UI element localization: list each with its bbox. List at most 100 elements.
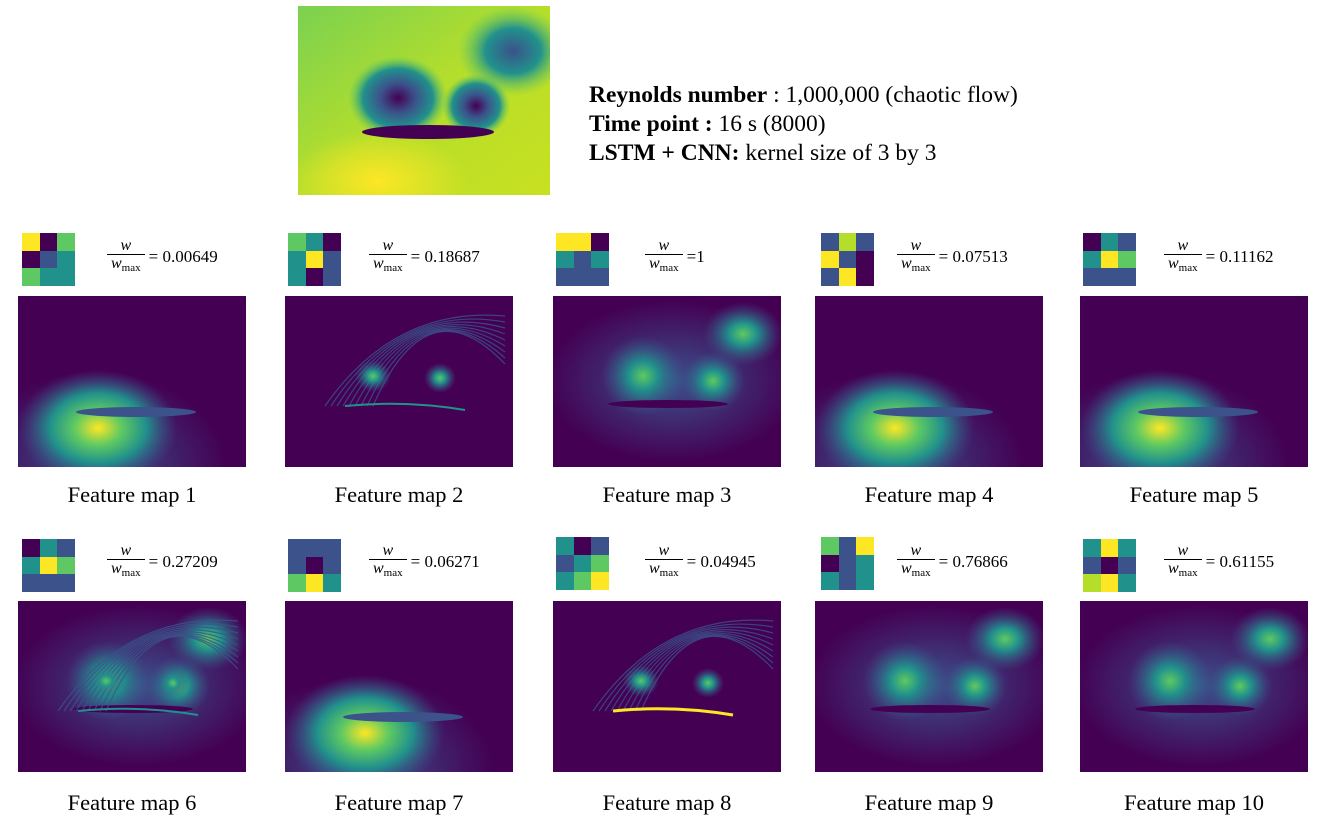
kernel-cell: [323, 268, 341, 286]
feature-map-caption-7: Feature map 7: [334, 790, 464, 815]
weight-ratio-1: w wmax = 0.00649: [107, 232, 218, 282]
fraction-denominator: wmax: [107, 254, 145, 277]
denominator-base: w: [1168, 255, 1179, 272]
denominator-base: w: [111, 255, 122, 272]
feature-map-caption-4: Feature map 4: [864, 482, 994, 507]
kernel-weights-3: [556, 233, 609, 286]
weight-ratio-8: w wmax = 0.04945: [645, 537, 756, 587]
feature-map-image-5: [1080, 296, 1308, 467]
kernel-cell: [856, 572, 874, 590]
kernel-cell: [556, 554, 574, 573]
denominator-subscript: max: [383, 567, 403, 579]
kernel-cell: [39, 233, 58, 251]
kernel-weights-7: [288, 539, 341, 592]
kernel-cell: [288, 574, 306, 592]
kernel-cell: [1083, 556, 1101, 575]
fraction-denominator: wmax: [107, 559, 145, 582]
time-value: 16 s (8000): [712, 111, 826, 137]
kernel-cell: [22, 556, 40, 575]
kernel-cell: [856, 268, 874, 286]
fraction-numerator: w: [658, 542, 670, 559]
feature-map-image-3: [553, 296, 781, 467]
ratio-value: = 0.06271: [410, 552, 480, 571]
kernel-cell: [1118, 268, 1136, 286]
kernel-cell: [288, 233, 306, 251]
model-line: LSTM + CNN: kernel size of 3 by 3: [589, 139, 1018, 168]
kernel-cell: [305, 574, 324, 592]
kernel-cell: [1083, 539, 1101, 557]
ratio-value: =1: [686, 247, 705, 266]
weight-ratio-9: w wmax = 0.76866: [897, 537, 1008, 587]
weight-fraction: w wmax: [107, 542, 145, 582]
kernel-cell: [821, 268, 839, 286]
kernel-cell: [1100, 574, 1119, 592]
kernel-cell: [556, 268, 574, 286]
kernel-cell: [305, 556, 324, 575]
feature-map-caption-3: Feature map 3: [602, 482, 732, 507]
kernel-cell: [57, 539, 75, 557]
feature-map-caption-1: Feature map 1: [67, 482, 197, 507]
ratio-value: = 0.18687: [410, 247, 480, 266]
denominator-base: w: [373, 255, 384, 272]
kernel-cell: [305, 539, 324, 557]
kernel-cell: [323, 574, 341, 592]
reynolds-value: : 1,000,000 (chaotic flow): [767, 82, 1018, 108]
denominator-base: w: [111, 560, 122, 577]
denominator-base: w: [901, 255, 912, 272]
fraction-numerator: w: [658, 237, 670, 254]
feature-map-caption-6: Feature map 6: [67, 790, 197, 815]
ratio-value: = 0.07513: [938, 247, 1008, 266]
kernel-cell: [22, 539, 40, 557]
kernel-cell: [856, 537, 874, 555]
ratio-value: = 0.27209: [148, 552, 218, 571]
kernel-cell: [1100, 539, 1119, 557]
kernel-cell: [288, 250, 306, 269]
weight-ratio-5: w wmax = 0.11162: [1164, 232, 1273, 282]
ratio-value: = 0.61155: [1205, 552, 1275, 571]
weight-fraction: w wmax: [369, 237, 407, 277]
weight-fraction: w wmax: [1164, 237, 1202, 277]
feature-map-image-4: [815, 296, 1043, 467]
kernel-cell: [1118, 556, 1136, 575]
kernel-cell: [57, 268, 75, 286]
kernel-cell: [573, 537, 592, 555]
denominator-base: w: [901, 560, 912, 577]
kernel-cell: [821, 537, 839, 555]
kernel-cell: [556, 537, 574, 555]
ratio-value: = 0.76866: [938, 552, 1008, 571]
time-label: Time point :: [589, 111, 713, 137]
kernel-cell: [591, 572, 609, 590]
weight-ratio-4: w wmax = 0.07513: [897, 232, 1008, 282]
kernel-cell: [1118, 250, 1136, 269]
kernel-cell: [821, 572, 839, 590]
feature-map-caption-8: Feature map 8: [602, 790, 732, 815]
kernel-cell: [39, 250, 58, 269]
kernel-cell: [573, 554, 592, 573]
feature-map-image-2: [285, 296, 513, 467]
kernel-cell: [39, 556, 58, 575]
reynolds-number-line: Reynolds number : 1,000,000 (chaotic flo…: [589, 81, 1018, 110]
weight-fraction: w wmax: [897, 237, 935, 277]
kernel-cell: [591, 554, 609, 573]
denominator-subscript: max: [121, 567, 141, 579]
kernel-cell: [838, 554, 857, 573]
kernel-cell: [288, 539, 306, 557]
denominator-subscript: max: [911, 567, 931, 579]
kernel-cell: [856, 250, 874, 269]
denominator-subscript: max: [383, 262, 403, 274]
kernel-cell: [57, 250, 75, 269]
reynolds-label: Reynolds number: [589, 82, 768, 108]
kernel-cell: [305, 250, 324, 269]
fraction-denominator: wmax: [897, 254, 935, 277]
kernel-weights-5: [1083, 233, 1136, 286]
feature-map-caption-2: Feature map 2: [334, 482, 464, 507]
kernel-cell: [22, 250, 40, 269]
kernel-cell: [1100, 268, 1119, 286]
weight-ratio-10: w wmax = 0.61155: [1164, 537, 1274, 587]
kernel-cell: [556, 572, 574, 590]
kernel-cell: [39, 574, 58, 592]
kernel-cell: [1118, 233, 1136, 251]
kernel-weights-2: [288, 233, 341, 286]
kernel-cell: [838, 537, 857, 555]
fraction-denominator: wmax: [897, 559, 935, 582]
